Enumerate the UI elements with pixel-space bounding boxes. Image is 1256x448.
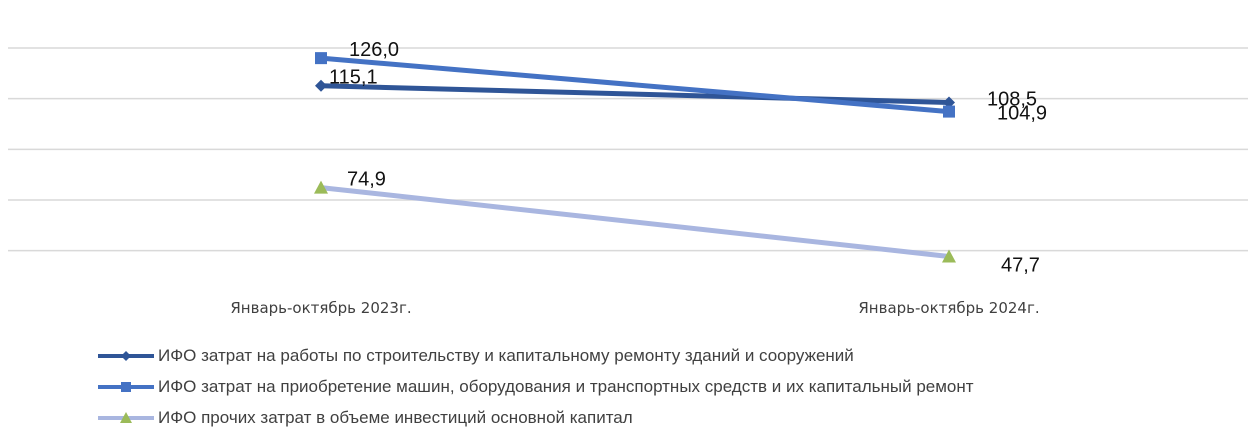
legend-label-machinery: ИФО затрат на приобретение машин, оборуд… [158, 376, 974, 396]
x-axis-tick-labels: Январь-октябрь 2023г. Январь-октябрь 2024… [230, 299, 1039, 317]
legend-label-other: ИФО прочих затрат в объеме инвестиций ос… [158, 407, 633, 427]
series-2-marker-0 [314, 180, 328, 194]
data-label-s2-p1: 47,7 [1001, 254, 1040, 276]
series-line-2 [318, 185, 952, 259]
series-0-marker-1 [943, 96, 955, 109]
legend-label-construction: ИФО затрат на работы по строительству и … [158, 345, 854, 365]
data-label-s2-p0: 74,9 [347, 169, 386, 191]
legend-swatch-triangle-icon [98, 411, 154, 423]
series-1-marker-0 [315, 52, 327, 65]
x-tick-label-0: Январь-октябрь 2023г. [230, 299, 411, 317]
legend-item-machinery: ИФО затрат на приобретение машин, оборуд… [96, 371, 974, 402]
data-label-s0-p0: 115,1 [329, 67, 378, 89]
legend-item-other: ИФО прочих затрат в объеме инвестиций ос… [96, 402, 974, 433]
legend-item-construction: ИФО затрат на работы по строительству и … [96, 340, 974, 371]
data-label-s1-p0: 126,0 [349, 39, 399, 61]
data-labels: 115,1 108,5 126,0 104,9 74,9 47,7 [329, 39, 1047, 276]
legend: ИФО затрат на работы по строительству и … [96, 340, 974, 433]
data-label-s0-p1: 108,5 [987, 88, 1037, 110]
legend-swatch-diamond-icon [98, 350, 154, 361]
series-markers [314, 52, 956, 263]
line-chart: 115,1 108,5 126,0 104,9 74,9 47,7 Январь-октя… [8, 39, 1248, 317]
series-line-1 [318, 55, 952, 115]
series-lines [318, 55, 952, 259]
gridlines [8, 47, 1248, 252]
series-line-0 [318, 83, 952, 105]
data-label-s1-p1: 104,9 [997, 103, 1047, 125]
series-2-marker-1 [942, 249, 956, 263]
series-0-marker-0 [315, 79, 327, 92]
x-tick-label-1: Январь-октябрь 2024г. [858, 299, 1039, 317]
legend-swatch-square-icon [98, 381, 154, 392]
series-1-marker-1 [943, 105, 955, 118]
